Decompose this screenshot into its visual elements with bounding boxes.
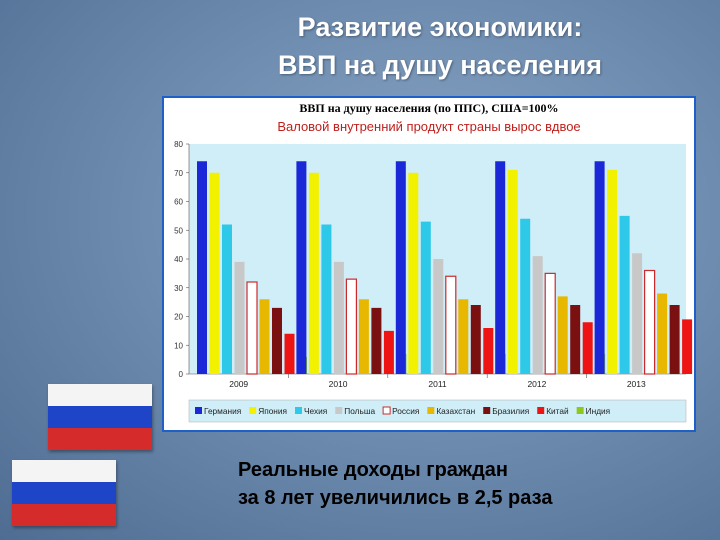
slide-title-line-2: ВВП на душу населения (277, 50, 603, 80)
bars (197, 161, 693, 375)
income-line-1: Реальные доходы граждан (238, 459, 508, 481)
legend-swatch-7 (537, 407, 545, 414)
bar-2013-2 (619, 215, 630, 374)
x-tick-label: 2011 (428, 379, 447, 389)
y-tick-label: 80 (174, 140, 183, 149)
russian-flag-icon (48, 384, 152, 450)
bar-2011-5 (458, 299, 469, 374)
bar-2013-1 (607, 169, 618, 374)
legend-swatch-4 (382, 406, 391, 415)
y-tick-label: 40 (174, 255, 183, 264)
legend-label-2: Чехия (304, 406, 327, 416)
bar-2011-7 (483, 328, 494, 374)
bar-2009-5 (259, 299, 270, 374)
bar-2011-0 (395, 161, 406, 374)
y-tick-label: 10 (174, 341, 183, 350)
bar-2009-4 (246, 281, 258, 375)
legend-swatch-1 (249, 407, 257, 414)
bar-2011-1 (408, 172, 419, 374)
legend-label-6: Бразилия (492, 406, 529, 416)
legend-label-7: Китай (546, 406, 569, 416)
bar-2012-4 (544, 272, 556, 375)
income-line-2: за 8 лет увеличились в 2,5 раза (238, 487, 553, 509)
x-tick-label: 2013 (627, 379, 646, 389)
bar-2009-0 (197, 161, 207, 374)
bar-2012-6 (570, 305, 581, 374)
bar-2009-6 (272, 307, 282, 374)
bar-2010-0 (296, 161, 307, 374)
y-tick-label: 50 (174, 226, 183, 235)
legend-label-8: Индия (586, 406, 611, 416)
bar-2013-7 (682, 319, 693, 374)
bar-2013-0 (594, 161, 605, 374)
x-axis-labels: 2009 2010 2011 2012 2013 (229, 374, 646, 389)
legend-label-0: Германия (204, 406, 241, 416)
bar-2011-3 (433, 259, 444, 374)
x-tick-label: 2009 (229, 379, 248, 389)
bar-2010-3 (333, 261, 344, 374)
legend-swatch-6 (483, 407, 491, 414)
bar-2010-7 (383, 330, 394, 374)
slide-title-line-1: Развитие экономики: (297, 12, 583, 42)
legend-swatch-8 (576, 407, 584, 414)
bar-2013-6 (669, 305, 680, 374)
bar-2013-3 (632, 253, 643, 374)
legend-swatch-3 (335, 407, 343, 414)
legend-box (188, 399, 687, 423)
slide-title: Развитие экономики: ВВП на душу населени… (200, 8, 680, 84)
bar-2013-4 (644, 269, 656, 375)
bar-2012-0 (495, 161, 506, 374)
legend: Германия Япония Чехия Польша Россия Казахстан… (195, 406, 610, 416)
bar-2012-3 (532, 256, 543, 374)
legend-swatch-0 (195, 407, 202, 414)
bar-2011-6 (470, 305, 481, 374)
bar-2010-4 (345, 278, 357, 375)
bar-2009-2 (222, 224, 232, 374)
y-tick-label: 0 (179, 370, 184, 379)
y-tick-label: 60 (174, 198, 183, 207)
bar-2012-7 (582, 322, 593, 374)
income-statement: Реальные доходы граждан за 8 лет увеличи… (238, 456, 698, 512)
bar-2010-6 (371, 307, 382, 374)
bar-2013-5 (657, 293, 668, 374)
x-tick-label: 2012 (527, 379, 546, 389)
bar-2012-2 (520, 218, 531, 374)
legend-label-3: Польша (344, 406, 375, 416)
y-tick-label: 70 (174, 169, 183, 178)
bar-2010-5 (358, 299, 369, 374)
y-tick-label: 30 (174, 284, 183, 293)
bar-2010-1 (308, 172, 319, 374)
bar-2009-7 (284, 333, 295, 374)
gdp-bar-chart: ВВП на душу населения (по ППС), США=100%… (174, 101, 693, 423)
bar-2011-2 (420, 221, 431, 374)
y-tick-label: 20 (174, 313, 183, 322)
chart-frame: ВВП на душу населения (по ППС), США=100%… (162, 96, 696, 432)
chart-annotation: Валовой внутренний продукт страны вырос … (277, 119, 580, 134)
bar-2012-5 (557, 296, 568, 374)
bar-2009-3 (234, 261, 245, 374)
legend-swatch-2 (295, 407, 303, 414)
legend-swatch-5 (427, 407, 435, 414)
chart-title: ВВП на душу населения (по ППС), США=100% (299, 101, 558, 115)
bar-2012-1 (507, 169, 518, 374)
bar-2010-2 (321, 224, 332, 374)
legend-label-1: Япония (258, 406, 287, 416)
bar-2011-4 (445, 275, 457, 375)
legend-label-5: Казахстан (436, 406, 475, 416)
bar-2009-1 (209, 172, 220, 374)
russian-flag-icon-2 (12, 460, 116, 526)
legend-label-4: Россия (392, 406, 419, 416)
x-tick-label: 2010 (329, 379, 348, 389)
